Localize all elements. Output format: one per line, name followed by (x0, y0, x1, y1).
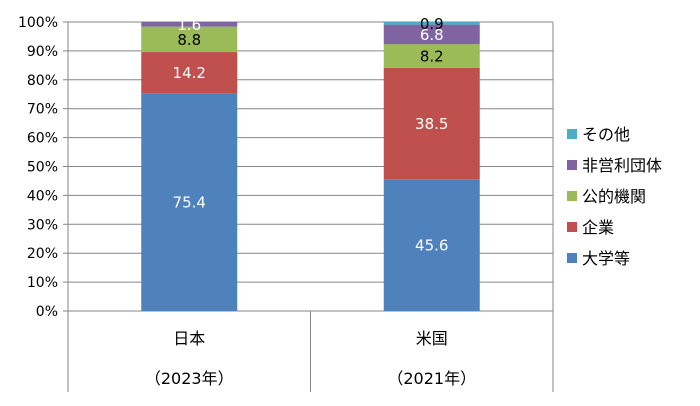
data-label: 45.6 (415, 237, 448, 255)
data-label: 1.6 (177, 16, 201, 34)
category-year-label: （2023年） (145, 369, 234, 388)
data-label: 8.8 (177, 31, 201, 49)
bar-segment (383, 22, 480, 25)
legend-label: 企業 (582, 218, 614, 237)
category-axis: 日本 （2023年） 米国 （2021年） (67, 311, 554, 392)
axes: 0% 10% 20% 30% 40% 50% 60% 70% 80% 90% 100% (18, 15, 554, 320)
legend-label: その他 (582, 125, 630, 144)
bar-segment (383, 179, 480, 311)
y-tick-label: 80% (27, 73, 58, 89)
data-label: 75.4 (173, 194, 206, 212)
y-tick-label: 100% (18, 15, 58, 31)
legend-swatch (567, 160, 577, 170)
data-label: 8.2 (420, 48, 444, 66)
legend-label: 公的機関 (582, 187, 646, 206)
data-label: 0.9 (420, 15, 444, 33)
y-tick-label: 0% (36, 304, 58, 320)
y-tick-label: 60% (27, 131, 58, 147)
y-tick-label: 40% (27, 188, 58, 204)
data-label: 38.5 (415, 115, 448, 133)
legend-label: 大学等 (582, 249, 630, 268)
y-tick-label: 30% (27, 217, 58, 233)
bar-segment (383, 67, 480, 180)
category-label: 日本 (173, 329, 205, 348)
y-tick-label: 70% (27, 102, 58, 118)
bar-segment (141, 26, 238, 53)
legend-swatch (567, 129, 577, 139)
bar-segment (141, 22, 238, 27)
legend-swatch (567, 253, 577, 263)
y-tick-label: 10% (27, 275, 58, 291)
data-labels: 75.4 14.2 8.81.6 45.6 38.5 8.2 6.80.9 (173, 15, 449, 255)
category-year-label: （2021年） (387, 369, 476, 388)
bar-segment (383, 44, 480, 68)
bars (141, 22, 480, 312)
y-tick-label: 50% (27, 160, 58, 176)
bar-segment (141, 52, 238, 94)
legend-swatch (567, 222, 577, 232)
category-label: 米国 (416, 329, 448, 348)
bar-segment (383, 24, 480, 45)
y-tick-label: 20% (27, 246, 58, 262)
gridlines (68, 21, 553, 312)
data-label: 14.2 (173, 64, 206, 82)
legend-label: 非営利団体 (582, 156, 662, 175)
legend-swatch (567, 191, 577, 201)
y-tick-label: 90% (27, 44, 58, 60)
bar-segment (141, 93, 238, 312)
data-label: 6.8 (420, 26, 444, 44)
